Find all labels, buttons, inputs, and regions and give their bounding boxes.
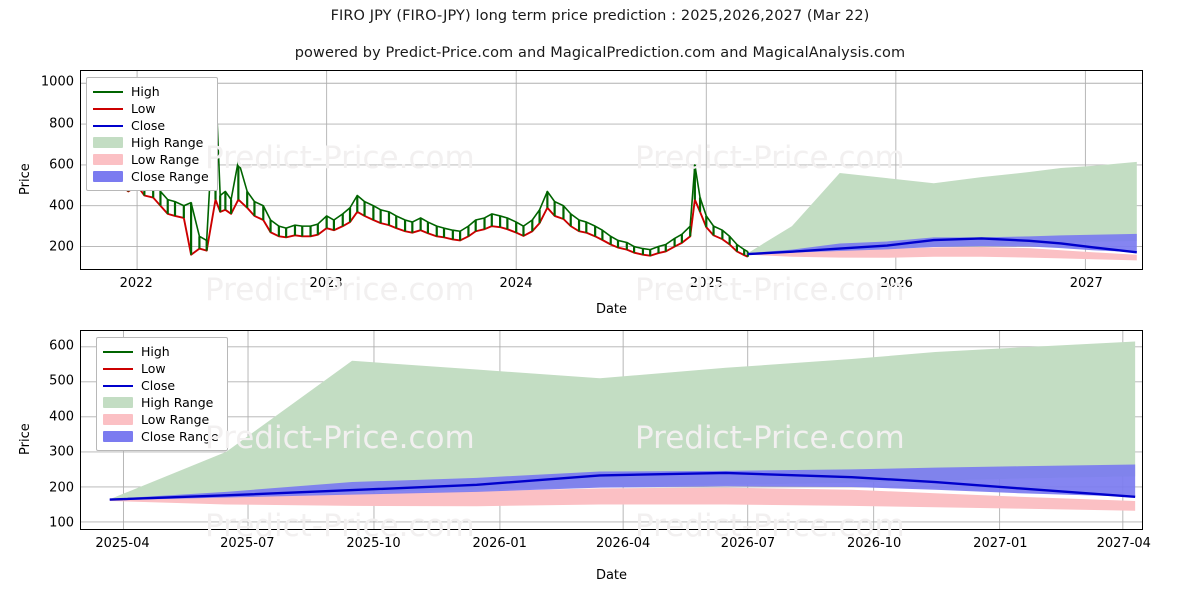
legend-label: Low	[141, 361, 166, 376]
x-tick-label: 2026-01	[472, 536, 527, 551]
bottom-legend-item-high-range: High Range	[103, 394, 219, 411]
x-tick-label: 2025-10	[346, 536, 401, 551]
page-subtitle: powered by Predict-Price.com and Magical…	[294, 45, 906, 61]
legend-label: Low Range	[131, 152, 200, 167]
y-tick-label: 500	[49, 373, 74, 389]
y-tick-label: 600	[49, 157, 74, 173]
y-tick-label: 800	[49, 116, 74, 132]
top-legend-item-close-range: Close Range	[93, 168, 209, 185]
x-tick-label: 2027-01	[973, 536, 1028, 551]
x-tick-label: 2023	[309, 276, 343, 291]
legend-label: High	[131, 84, 160, 99]
bottom-legend-item-low: Low	[103, 360, 219, 377]
x-tick-label: 2026-07	[720, 536, 776, 551]
page-title: FIRO JPY (FIRO-JPY) long term price pred…	[330, 8, 870, 24]
bottom-legend-item-close: Close	[103, 377, 219, 394]
legend-label: High Range	[141, 395, 214, 410]
legend-label: Low Range	[141, 412, 210, 427]
top-legend-swatch-line-icon	[93, 103, 123, 115]
legend-label: Close Range	[141, 429, 219, 444]
y-tick-label: 1000	[40, 74, 74, 90]
x-tick-label: 2027-04	[1096, 536, 1151, 551]
y-axis-ticks-bottom: 100 200 300 400 500 600	[0, 330, 74, 530]
legend-label: Close	[141, 378, 176, 393]
bottom-legend-swatch-patch-icon	[103, 414, 133, 425]
top-legend-item-low: Low	[93, 100, 209, 117]
bottom-legend-item-close-range: Close Range	[103, 428, 219, 445]
x-axis-label-top: Date	[595, 302, 628, 317]
x-tick-label: 2027	[1069, 276, 1103, 291]
bottom-legend-swatch-patch-icon	[103, 397, 133, 408]
y-axis-ticks-top: 200 400 600 800 1000	[0, 70, 74, 270]
bottom-legend-item-low-range: Low Range	[103, 411, 219, 428]
legend-label: Close Range	[131, 169, 209, 184]
x-tick-label: 2025-07	[220, 536, 275, 551]
x-tick-label: 2025	[689, 276, 723, 291]
legend-label: High	[141, 344, 170, 359]
x-tick-label: 2026	[879, 276, 913, 291]
y-tick-label: 200	[49, 480, 74, 496]
top-legend-swatch-line-icon	[93, 120, 123, 132]
bottom-legend-swatch-line-icon	[103, 380, 133, 392]
x-axis-label-bottom: Date	[595, 568, 628, 583]
top-legend-swatch-line-icon	[93, 86, 123, 98]
top-legend-item-high: High	[93, 83, 209, 100]
legend-label: Low	[131, 101, 156, 116]
legend-bottom: High Low Close High Range Low Range Close Ran…	[96, 337, 228, 451]
top-legend-item-low-range: Low Range	[93, 151, 209, 168]
y-tick-label: 300	[49, 444, 74, 460]
legend-label: Close	[131, 118, 166, 133]
x-tick-label: 2026-04	[595, 536, 651, 551]
y-tick-label: 400	[49, 198, 74, 214]
top-legend-swatch-patch-icon	[93, 154, 123, 165]
top-legend-swatch-patch-icon	[93, 137, 123, 148]
legend-top: High Low Close High Range Low Range Close Ran…	[86, 77, 218, 191]
chart-top-plot	[81, 71, 1142, 269]
bottom-legend-item-high: High	[103, 343, 219, 360]
bottom-legend-swatch-line-icon	[103, 363, 133, 375]
chart-bottom-plot	[81, 331, 1142, 529]
y-tick-label: 200	[49, 239, 74, 255]
bottom-legend-swatch-line-icon	[103, 346, 133, 358]
x-tick-label: 2024	[499, 276, 533, 291]
y-tick-label: 400	[49, 409, 74, 425]
x-tick-label: 2022	[119, 276, 153, 291]
x-tick-label: 2026-10	[846, 536, 902, 551]
y-tick-label: 600	[49, 338, 74, 354]
chart-top	[80, 70, 1143, 270]
y-tick-label: 100	[49, 515, 74, 531]
top-legend-item-high-range: High Range	[93, 134, 209, 151]
top-legend-swatch-patch-icon	[93, 171, 123, 182]
x-tick-label: 2025-04	[95, 536, 150, 551]
top-legend-item-close: Close	[93, 117, 209, 134]
chart-bottom	[80, 330, 1143, 530]
legend-label: High Range	[131, 135, 204, 150]
bottom-legend-swatch-patch-icon	[103, 431, 133, 442]
